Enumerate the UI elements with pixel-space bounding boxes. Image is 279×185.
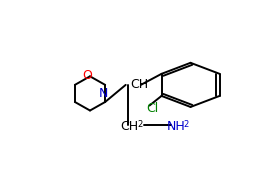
Text: 2: 2 xyxy=(183,120,188,129)
Text: O: O xyxy=(82,69,92,82)
Text: N: N xyxy=(98,87,108,100)
Text: 2: 2 xyxy=(137,120,142,129)
Text: Cl: Cl xyxy=(146,102,158,115)
Text: NH: NH xyxy=(167,120,186,133)
Text: CH: CH xyxy=(130,78,148,91)
Text: CH: CH xyxy=(120,120,138,133)
